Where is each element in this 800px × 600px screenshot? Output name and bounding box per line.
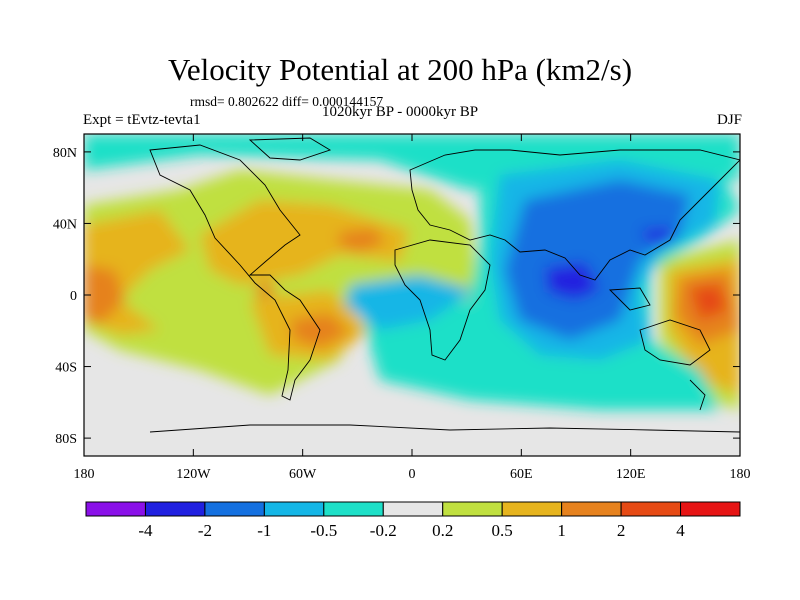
colorbar-label: -2	[198, 521, 212, 540]
colorbar-swatch	[501, 501, 563, 517]
colorbar-swatch	[561, 501, 622, 517]
x-tick-label: 120W	[176, 467, 211, 482]
x-tick-label: 180	[730, 467, 751, 482]
y-tick-label: 80N	[53, 146, 77, 161]
smoothed-field	[84, 134, 740, 410]
colorbar-swatch	[442, 501, 503, 517]
y-tick-labels: 80N 40N 0 40S 80S	[53, 146, 77, 447]
colorbar-label: -4	[138, 521, 153, 540]
x-tick-label: 60W	[289, 467, 317, 482]
coastlines	[149, 137, 740, 433]
x-tick-labels: 180 120W 60W 0 60E 120E 180	[74, 467, 751, 482]
axis-ticks	[83, 134, 741, 456]
colorbar-label: -0.5	[310, 521, 337, 540]
stats-text: rmsd= 0.802622 diff= 0.000144157	[190, 94, 384, 109]
y-tick-label: 40N	[53, 217, 77, 232]
colorbar-swatch	[323, 501, 384, 517]
x-tick-label: 120E	[616, 467, 646, 482]
center-string: 1020kyr BP - 0000kyr BP	[322, 104, 479, 120]
chart-title: Velocity Potential at 200 hPa (km2/s)	[167, 52, 633, 87]
colorbar-label: -0.2	[370, 521, 397, 540]
left-string: Expt = tEvtz-tevta1	[83, 112, 201, 128]
y-tick-label: 80S	[55, 432, 77, 447]
colorbar-label: 1	[557, 521, 566, 540]
colorbar-swatch	[263, 501, 325, 517]
colorbar-swatch	[204, 501, 265, 517]
colorbar-label: 2	[617, 521, 626, 540]
colorbar-label: -1	[257, 521, 271, 540]
y-tick-label: 40S	[55, 361, 77, 376]
colorbar-swatch	[382, 501, 444, 517]
colorbar-swatch	[144, 501, 206, 517]
x-tick-label: 0	[409, 467, 416, 482]
colorbar-label: 0.5	[492, 521, 513, 540]
y-tick-label: 0	[70, 289, 77, 304]
contour-fill-layer	[84, 134, 740, 456]
colorbar-swatch	[85, 501, 146, 517]
x-tick-label: 180	[74, 467, 95, 482]
colorbar	[85, 501, 741, 517]
colorbar-label: 0.2	[432, 521, 453, 540]
colorbar-labels: -4 -2 -1 -0.5 -0.2 0.2 0.5 1 2 4	[138, 521, 685, 540]
x-tick-label: 60E	[510, 467, 533, 482]
colorbar-swatch	[680, 501, 741, 517]
colorbar-label: 4	[676, 521, 685, 540]
colorbar-swatch	[620, 501, 682, 517]
right-string: DJF	[716, 112, 742, 128]
